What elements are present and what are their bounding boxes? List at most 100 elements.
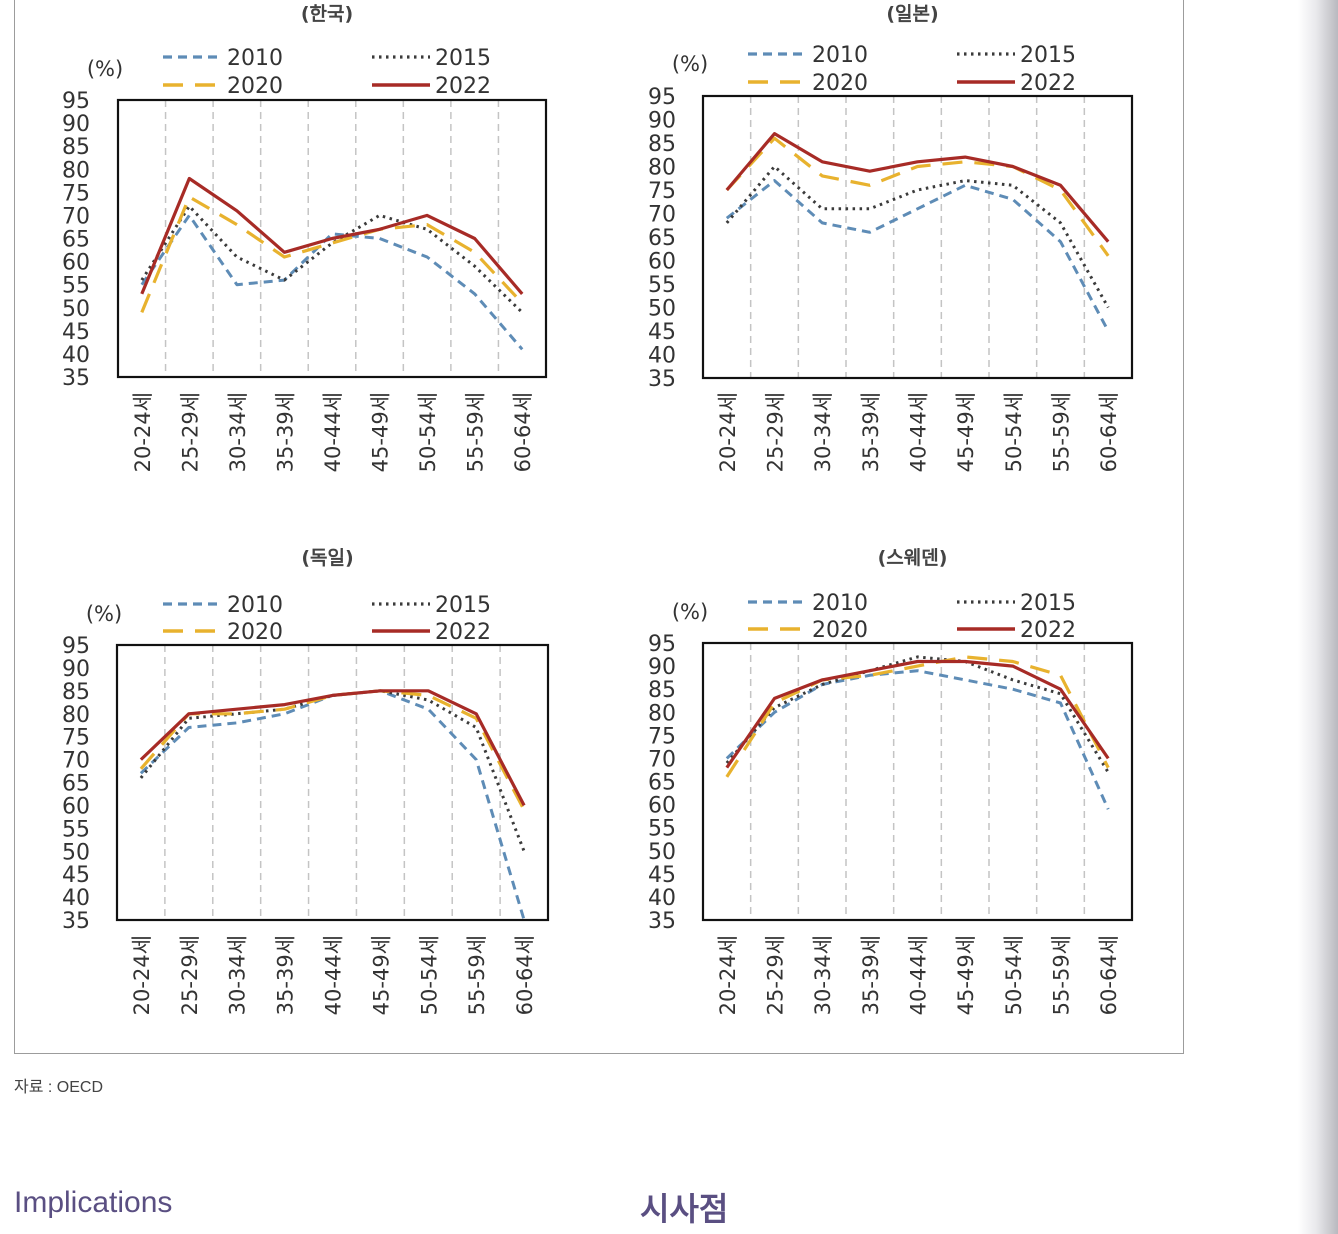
y-tick-label: 45 <box>648 863 676 888</box>
series-line-2022 <box>725 659 1110 769</box>
y-tick-label: 90 <box>62 657 90 682</box>
legend-label: 2010 <box>812 591 868 616</box>
x-tick-label: 40-44세 <box>321 392 345 472</box>
x-tick-label: 35-39세 <box>273 392 297 472</box>
chart-title: (한국) <box>301 3 353 25</box>
legend-label: 2022 <box>435 74 491 99</box>
x-tick-label: 35-39세 <box>859 392 883 472</box>
chart-title: (독일) <box>301 547 353 569</box>
y-tick-label: 55 <box>648 817 676 842</box>
x-tick-label: 60-64세 <box>1097 392 1121 472</box>
x-tick-label: 60-64세 <box>511 392 535 472</box>
x-tick-label: 50-54세 <box>1002 392 1026 472</box>
y-tick-label: 85 <box>62 135 90 160</box>
x-tick-label: 40-44세 <box>322 935 346 1015</box>
y-tick-label: 75 <box>62 726 90 751</box>
x-tick-label: 30-34세 <box>226 392 250 472</box>
y-tick-label: 65 <box>62 772 90 797</box>
y-tick-label: 90 <box>62 112 90 137</box>
plot-area <box>701 94 1134 380</box>
x-tick-label: 55-59세 <box>1050 392 1074 472</box>
x-tick-label: 20-24세 <box>131 392 155 472</box>
x-tick-label: 25-29세 <box>764 935 788 1015</box>
x-tick-label: 45-49세 <box>954 392 978 472</box>
implications-heading: Implications <box>14 1186 173 1219</box>
series-line-2010 <box>725 669 1110 810</box>
x-tick-label: 40-44세 <box>907 935 931 1015</box>
legend-label: 2020 <box>227 74 283 99</box>
y-tick-label: 50 <box>648 840 676 865</box>
y-tick-label: 55 <box>62 817 90 842</box>
x-tick-label: 40-44세 <box>907 392 931 472</box>
y-tick-label: 40 <box>648 886 676 911</box>
legend-label: 2015 <box>1020 591 1076 616</box>
legend-label: 2020 <box>812 618 868 643</box>
y-axis-label: (%) <box>87 57 123 81</box>
x-tick-label: 55-59세 <box>464 392 488 472</box>
x-tick-label: 60-64세 <box>1097 935 1121 1015</box>
y-tick-label: 55 <box>62 274 90 299</box>
x-tick-label: 50-54세 <box>417 935 441 1015</box>
y-tick-label: 70 <box>648 203 676 228</box>
series-line-2015 <box>725 165 1110 309</box>
y-tick-label: 55 <box>648 273 676 298</box>
y-tick-label: 50 <box>648 297 676 322</box>
y-tick-label: 95 <box>648 85 676 110</box>
x-tick-label: 20-24세 <box>716 935 740 1015</box>
y-tick-label: 75 <box>648 724 676 749</box>
x-tick-label: 35-39세 <box>274 935 298 1015</box>
legend-label: 2022 <box>1020 71 1076 96</box>
chart-title: (일본) <box>886 3 938 25</box>
legend-label: 2010 <box>227 593 283 618</box>
series-line-2015 <box>725 655 1110 774</box>
x-tick-label: 30-34세 <box>811 392 835 472</box>
x-tick-label: 45-49세 <box>369 392 393 472</box>
series-line-2010 <box>140 213 524 351</box>
series-line-2022 <box>140 176 524 295</box>
plot-area <box>116 98 548 379</box>
y-tick-label: 95 <box>62 634 90 659</box>
series-line-2020 <box>725 655 1110 778</box>
legend-label: 2010 <box>227 46 283 71</box>
y-tick-label: 95 <box>648 632 676 657</box>
y-tick-label: 95 <box>62 89 90 114</box>
x-tick-label: 60-64세 <box>513 935 537 1015</box>
y-tick-label: 90 <box>648 655 676 680</box>
figure-frame <box>14 0 1184 1054</box>
series-line-2020 <box>725 136 1110 257</box>
legend-label: 2010 <box>812 43 868 68</box>
series-line-2022 <box>725 132 1110 243</box>
x-tick-label: 35-39세 <box>859 935 883 1015</box>
x-tick-label: 45-49세 <box>369 935 393 1015</box>
series-line-2015 <box>139 689 526 852</box>
y-tick-label: 85 <box>648 132 676 157</box>
y-tick-label: 60 <box>648 794 676 819</box>
korean-implications-heading: 시사점 <box>640 1190 729 1228</box>
y-tick-label: 35 <box>648 367 676 392</box>
legend-label: 2022 <box>1020 618 1076 643</box>
scrollbar[interactable] <box>1298 0 1338 1234</box>
y-tick-label: 35 <box>62 909 90 934</box>
legend-label: 2020 <box>227 620 283 645</box>
series-line-2022 <box>139 689 526 807</box>
y-tick-label: 65 <box>62 228 90 253</box>
plot-area <box>701 641 1134 922</box>
x-tick-label: 45-49세 <box>954 935 978 1015</box>
series-line-2010 <box>139 689 526 921</box>
x-tick-label: 55-59세 <box>465 935 489 1015</box>
y-tick-label: 40 <box>648 344 676 369</box>
y-tick-label: 70 <box>648 747 676 772</box>
y-tick-label: 85 <box>648 678 676 703</box>
y-tick-label: 65 <box>648 771 676 796</box>
y-tick-label: 85 <box>62 680 90 705</box>
series-line-2010 <box>725 179 1110 332</box>
legend-label: 2015 <box>435 46 491 71</box>
legend-label: 2015 <box>435 593 491 618</box>
y-axis-label: (%) <box>672 52 708 76</box>
y-tick-label: 45 <box>62 863 90 888</box>
x-tick-label: 25-29세 <box>178 392 202 472</box>
